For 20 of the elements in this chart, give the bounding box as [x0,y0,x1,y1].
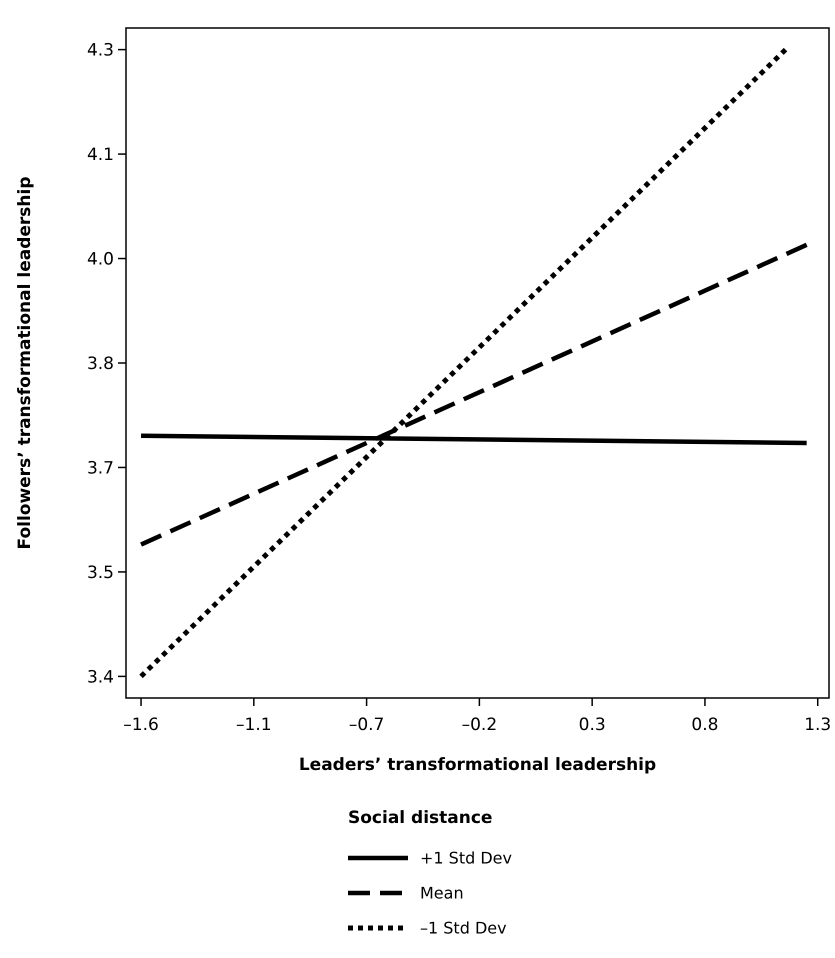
y-tick-label: 3.8 [86,354,114,374]
x-tick-label: –1.1 [236,715,272,735]
x-tick-label: –0.7 [348,715,384,735]
legend-label: +1 Std Dev [420,848,512,868]
y-tick-label: 4.3 [86,40,114,61]
y-tick-label: 3.7 [86,458,114,478]
x-tick-label: 0.3 [578,715,606,735]
x-tick-label: 0.8 [691,715,718,735]
legend-label: Mean [420,884,464,903]
legend-label: –1 Std Dev [420,918,507,938]
x-tick-label: –1.6 [123,715,159,735]
y-tick-label: 3.4 [86,667,114,688]
x-axis-title: Leaders’ transformational leadership [298,755,656,775]
x-tick-label: –0.2 [462,715,498,735]
legend-title: Social distance [348,808,492,828]
y-tick-label: 4.1 [86,145,114,166]
y-tick-label: 4.0 [86,249,114,270]
x-tick-label: 1.3 [804,715,832,735]
y-tick-label: 3.5 [86,562,114,583]
y-axis-title: Followers’ transformational leadership [15,176,35,550]
